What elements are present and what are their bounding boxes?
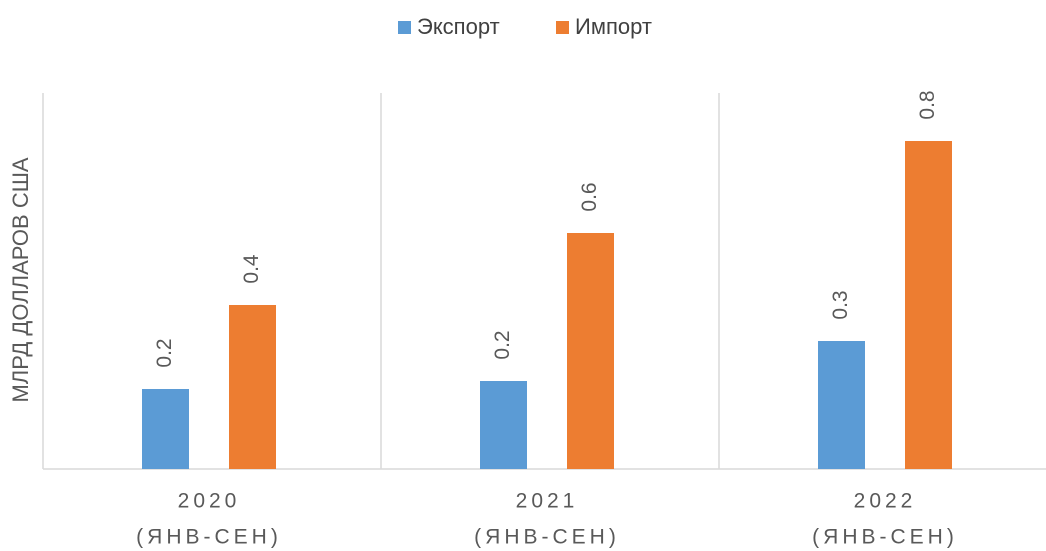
bar [142, 389, 189, 469]
legend-label: Импорт [575, 14, 652, 39]
x-tick-label: 2022 [854, 490, 917, 513]
x-tick-label: 2021 [516, 490, 579, 513]
x-tick-label: (ЯНВ-СЕН) [812, 526, 958, 549]
bar [905, 141, 952, 469]
legend-label: Экспорт [417, 14, 500, 39]
data-label: 0.3 [829, 290, 852, 319]
x-tick-label: (ЯНВ-СЕН) [136, 526, 282, 549]
data-label: 0.2 [153, 338, 176, 367]
bar [480, 381, 527, 469]
data-label: 0.6 [578, 182, 601, 211]
x-tick-label: (ЯНВ-СЕН) [474, 526, 620, 549]
data-label: 0.8 [916, 90, 939, 119]
bar [818, 341, 865, 469]
data-label: 0.2 [491, 330, 514, 359]
legend-swatch [556, 21, 569, 34]
y-axis-label: МЛРД ДОЛЛАРОВ США [8, 157, 33, 402]
bar [229, 305, 276, 469]
legend-swatch [398, 21, 411, 34]
data-label: 0.4 [240, 254, 263, 284]
bar [567, 233, 614, 469]
x-tick-label: 2020 [178, 490, 241, 513]
